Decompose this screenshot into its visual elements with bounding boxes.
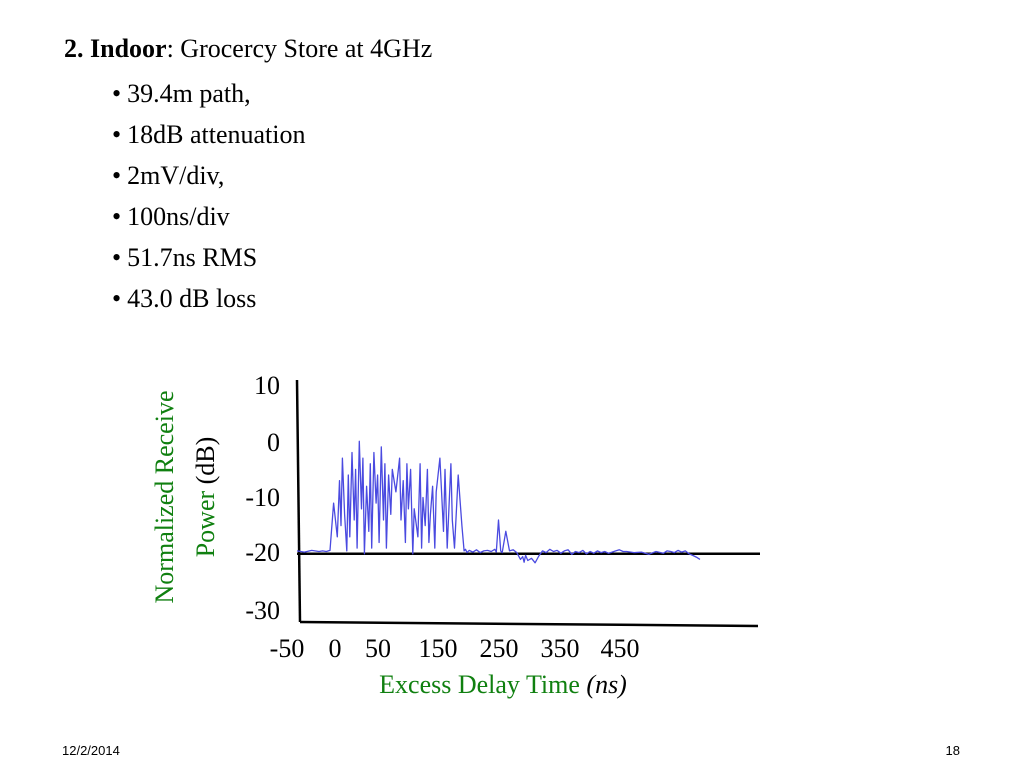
bullet-list: 39.4m path, 18dB attenuation 2mV/div, 10… xyxy=(112,73,305,319)
x-tick-label: -50 xyxy=(270,634,305,663)
x-axis-unit: (ns) xyxy=(586,670,626,699)
bullet-item: 43.0 dB loss xyxy=(112,278,305,319)
y-tick-label: -30 xyxy=(245,596,280,625)
x-tick-label: 0 xyxy=(329,634,342,663)
chart-layer: 10 0 -10 -20 -30 -50 0 50 150 250 350 450 Excess Del… xyxy=(150,371,760,699)
slide-heading: 2. Indoor: Grocercy Store at 4GHz xyxy=(64,32,432,66)
power-delay-series-line xyxy=(296,440,701,564)
y-axis-label-power: Power xyxy=(191,484,220,557)
x-tick-label: 150 xyxy=(419,634,458,663)
heading-rest: : Grocercy Store at 4GHz xyxy=(166,34,433,63)
y-axis-label-line2: Power (dB) xyxy=(191,437,220,558)
footer-page-number: 18 xyxy=(945,743,960,758)
x-axis-label: Excess Delay Time (ns) xyxy=(379,670,627,699)
x-tick-label: 350 xyxy=(541,634,580,663)
y-tick-label: 10 xyxy=(254,371,280,400)
x-axis xyxy=(299,620,759,628)
y-tick-label: -20 xyxy=(245,538,280,567)
y-axis xyxy=(295,379,302,623)
heading-number: 2. xyxy=(64,34,84,63)
bullet-item: 2mV/div, xyxy=(112,155,305,196)
bullet-item: 18dB attenuation xyxy=(112,114,305,155)
x-tick-label: 50 xyxy=(365,634,391,663)
x-tick-label: 450 xyxy=(601,634,640,663)
bullet-item: 100ns/div xyxy=(112,196,305,237)
y-axis-label-line1: Normalized Receive xyxy=(150,391,179,604)
x-axis-label-text: Excess Delay Time xyxy=(379,670,586,699)
footer-date: 12/2/2014 xyxy=(62,743,120,758)
y-tick-label: 0 xyxy=(267,428,280,457)
bullet-item: 51.7ns RMS xyxy=(112,237,305,278)
x-tick-label: 250 xyxy=(480,634,519,663)
y-tick-label: -10 xyxy=(245,483,280,512)
bullet-item: 39.4m path, xyxy=(112,73,305,114)
heading-bold: Indoor xyxy=(90,34,167,63)
y-axis-label-unit: (dB) xyxy=(191,437,220,485)
